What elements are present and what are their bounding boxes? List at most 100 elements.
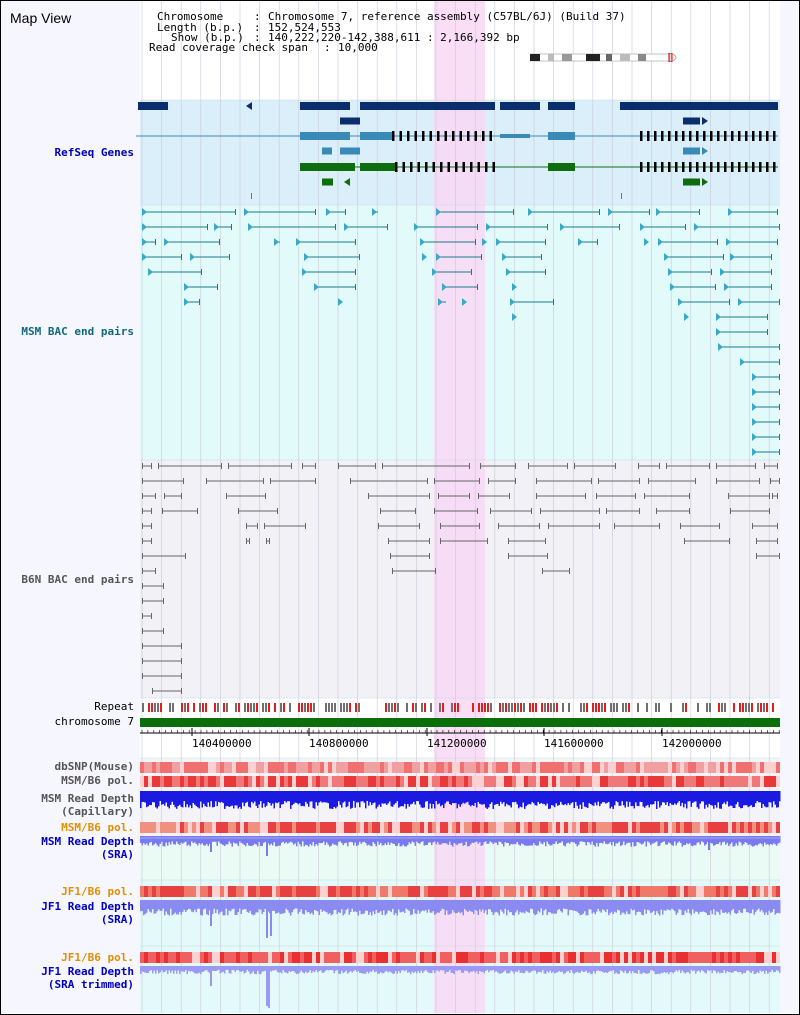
depth-bar: [698, 966, 700, 971]
depth-bar: [402, 791, 404, 807]
depth-bar: [500, 791, 502, 802]
bac-end: [338, 298, 343, 306]
depth-bar: [603, 900, 605, 911]
depth-bar: [207, 836, 209, 847]
depth-bar: [197, 791, 199, 808]
depth-bar: [573, 791, 575, 809]
depth-bar: [188, 791, 190, 808]
depth-bar: [149, 791, 151, 805]
depth-bar: [203, 791, 205, 804]
depth-bar: [189, 836, 191, 847]
depth-bar: [663, 900, 665, 911]
bac-end: [574, 463, 575, 469]
label-jf1-depth-trim-1[interactable]: JF1 Read Depth: [41, 965, 134, 978]
depth-bar: [608, 836, 610, 844]
label-jf1-b6-pol[interactable]: JF1/B6 pol.: [61, 885, 134, 898]
depth-bar: [675, 900, 677, 915]
depth-bar: [713, 791, 715, 809]
label-msm-bac[interactable]: MSM BAC end pairs: [21, 325, 134, 338]
label-jf1-depth-sra-1[interactable]: JF1 Read Depth: [41, 900, 134, 913]
pol-band: [488, 822, 492, 833]
pol-band: [480, 776, 484, 787]
gene-arrow: [344, 178, 350, 186]
depth-bar: [456, 836, 458, 846]
pol-band: [676, 822, 680, 833]
depth-bar: [617, 900, 619, 910]
depth-bar: [449, 966, 451, 971]
depth-bar: [200, 966, 202, 975]
depth-bar: [281, 900, 283, 914]
depth-bar: [750, 791, 752, 806]
depth-bar: [540, 791, 542, 804]
label-jf1-b6-pol-2[interactable]: JF1/B6 pol.: [61, 951, 134, 964]
pol-band: [216, 822, 220, 833]
exon: [724, 131, 727, 141]
pol-band: [716, 952, 720, 963]
depth-bar: [186, 791, 188, 805]
depth-bar: [155, 900, 157, 914]
depth-bar: [230, 791, 232, 807]
depth-bar: [299, 791, 301, 804]
pol-band: [264, 776, 268, 787]
pol-band: [484, 762, 488, 773]
depth-bar: [716, 791, 718, 808]
bac-end: [769, 493, 770, 499]
depth-bar: [716, 836, 718, 844]
label-msm-b6-pol[interactable]: MSM/B6 pol.: [61, 774, 134, 787]
pol-band: [400, 822, 404, 833]
pol-band: [392, 886, 396, 897]
repeat-element: [301, 703, 303, 712]
chromosome-ideogram[interactable]: [530, 53, 680, 62]
depth-bar: [473, 836, 475, 844]
bac-end: [779, 299, 780, 305]
bac-end: [338, 463, 339, 469]
pol-band: [196, 886, 200, 897]
depth-bar: [497, 836, 499, 846]
label-msm-b6-pol-2[interactable]: MSM/B6 pol.: [61, 821, 134, 834]
pol-band: [184, 776, 188, 787]
depth-bar: [675, 836, 677, 846]
depth-bar: [245, 900, 247, 910]
pol-band: [316, 762, 320, 773]
label-refseq[interactable]: RefSeq Genes: [54, 146, 134, 159]
label-dbsnp[interactable]: dbSNP(Mouse): [54, 760, 134, 773]
depth-bar: [396, 791, 398, 802]
depth-bar: [153, 966, 155, 971]
depth-bar: [161, 900, 163, 911]
gene-arrow: [702, 117, 708, 125]
pol-band: [612, 886, 616, 897]
label-b6n-bac[interactable]: B6N BAC end pairs: [21, 573, 134, 586]
depth-bar: [537, 966, 539, 972]
pol-band: [332, 822, 336, 833]
depth-bar: [717, 791, 719, 803]
depth-bar: [743, 900, 745, 909]
pol-band: [344, 886, 348, 897]
depth-bar: [308, 900, 310, 913]
bac-end: [716, 463, 717, 469]
depth-bar: [305, 836, 307, 845]
depth-bar: [624, 966, 626, 971]
pol-band: [644, 886, 648, 897]
depth-bar: [533, 836, 535, 844]
label-msm-depth-sra-1[interactable]: MSM Read Depth: [41, 835, 134, 848]
depth-bar: [644, 836, 646, 842]
depth-bar: [167, 900, 169, 915]
pol-band: [424, 822, 428, 833]
depth-bar: [275, 966, 277, 970]
bac-end: [142, 493, 143, 499]
depth-bar: [216, 900, 218, 910]
depth-bar: [614, 836, 616, 847]
depth-bar: [635, 900, 637, 916]
pol-band: [652, 776, 656, 787]
depth-bar: [455, 900, 457, 914]
depth-bar: [722, 836, 724, 843]
label-msm-depth-cap-1[interactable]: MSM Read Depth: [41, 792, 134, 805]
depth-bar: [396, 966, 398, 974]
depth-bar: [234, 836, 236, 844]
pol-band: [460, 776, 464, 787]
depth-bar: [531, 900, 533, 910]
depth-bar: [354, 966, 356, 970]
depth-bar: [576, 791, 578, 806]
pol-band: [600, 822, 604, 833]
